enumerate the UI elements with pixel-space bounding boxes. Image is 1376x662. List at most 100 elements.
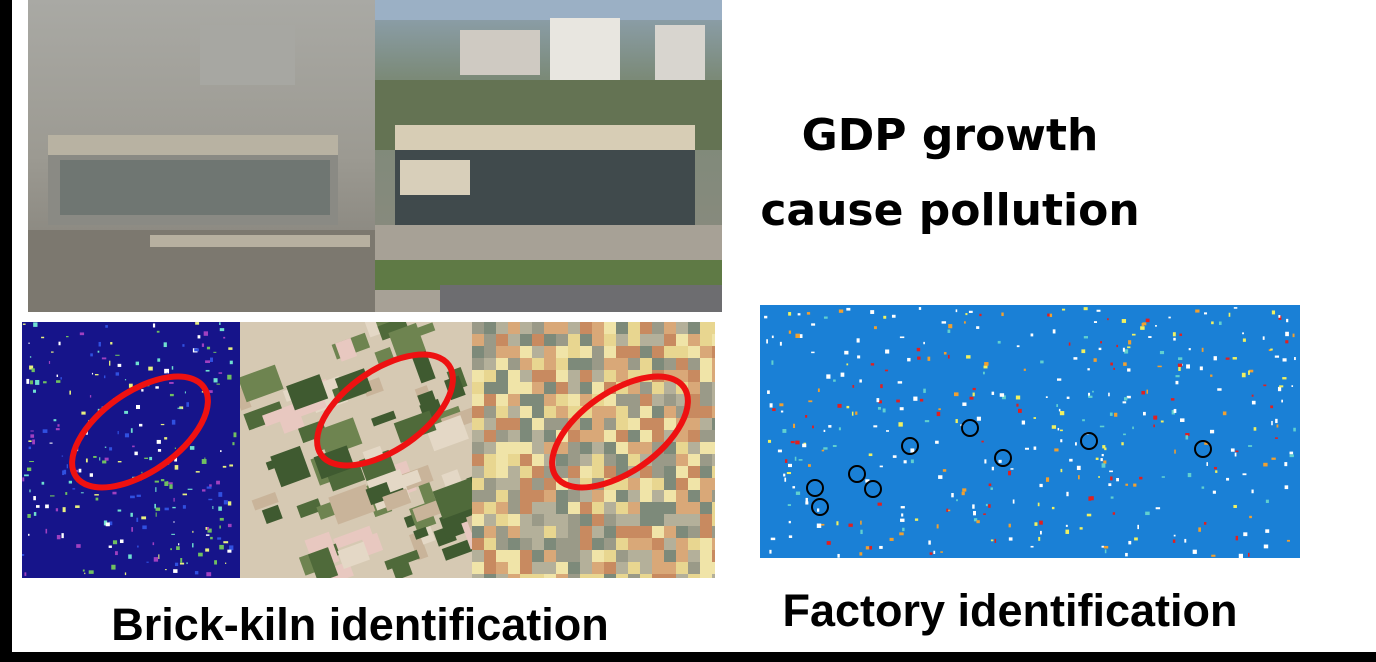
- texture: [556, 550, 568, 562]
- texture: [556, 502, 568, 514]
- texture: [1186, 435, 1189, 439]
- texture: [942, 321, 946, 323]
- texture: [1264, 545, 1268, 549]
- texture: [508, 442, 520, 454]
- texture: [1102, 463, 1106, 467]
- texture: [472, 526, 484, 538]
- texture: [496, 526, 508, 538]
- texture: [901, 506, 905, 508]
- texture: [920, 399, 923, 402]
- texture: [866, 546, 869, 549]
- texture: [76, 544, 80, 548]
- texture: [1075, 442, 1077, 445]
- texture: [116, 372, 119, 375]
- texture: [1243, 473, 1247, 475]
- texture: [1123, 348, 1125, 352]
- texture: [1278, 387, 1281, 391]
- texture: [1137, 525, 1139, 529]
- texture: [1109, 471, 1113, 473]
- texture: [90, 353, 93, 356]
- texture: [781, 411, 783, 413]
- texture: [80, 332, 84, 335]
- texture: [508, 526, 520, 538]
- texture: [1275, 356, 1279, 358]
- texture: [604, 490, 616, 502]
- texture: [664, 382, 676, 394]
- texture: [1206, 462, 1208, 466]
- texture: [984, 366, 988, 369]
- texture: [43, 381, 47, 383]
- texture: [1056, 404, 1058, 407]
- texture: [568, 454, 580, 466]
- texture: [1034, 522, 1037, 526]
- texture: [604, 406, 616, 418]
- texture: [520, 382, 532, 394]
- texture: [219, 322, 221, 325]
- texture: [628, 442, 640, 454]
- texture: [508, 550, 520, 562]
- texture: [1096, 458, 1099, 460]
- texture: [508, 430, 520, 442]
- texture: [592, 370, 604, 382]
- texture: [580, 382, 592, 394]
- texture: [1231, 448, 1235, 451]
- texture: [66, 336, 69, 337]
- texture: [496, 394, 508, 406]
- texture: [98, 351, 100, 353]
- texture: [592, 550, 604, 562]
- texture: [688, 502, 700, 514]
- texture: [90, 395, 91, 397]
- texture: [688, 466, 700, 478]
- texture: [700, 334, 712, 346]
- texture: [105, 458, 109, 461]
- texture: [81, 412, 85, 415]
- texture: [938, 408, 940, 410]
- texture: [56, 380, 60, 383]
- texture: [1132, 427, 1134, 430]
- texture: [472, 502, 484, 514]
- texture: [30, 380, 33, 384]
- texture: [811, 323, 815, 325]
- texture: [640, 334, 652, 346]
- texture: [472, 322, 484, 334]
- texture: [57, 375, 58, 377]
- texture: [1270, 405, 1273, 408]
- texture: [46, 529, 48, 534]
- texture: [878, 407, 881, 410]
- texture: [171, 534, 175, 535]
- texture: [1031, 546, 1034, 548]
- texture: [628, 346, 640, 358]
- texture: [1160, 351, 1164, 354]
- texture: [664, 514, 676, 526]
- texture: [844, 351, 848, 355]
- texture: [652, 334, 664, 346]
- texture: [811, 352, 814, 354]
- texture: [1184, 539, 1186, 543]
- texture: [484, 454, 496, 466]
- texture: [992, 392, 995, 395]
- texture: [532, 466, 544, 478]
- texture: [652, 406, 664, 418]
- texture: [170, 394, 174, 396]
- texture: [857, 338, 860, 342]
- texture: [1293, 428, 1296, 432]
- texture: [628, 430, 640, 442]
- texture: [157, 358, 160, 361]
- texture: [1263, 385, 1266, 387]
- texture: [520, 442, 532, 454]
- texture: [1059, 409, 1061, 412]
- texture: [142, 525, 146, 529]
- texture: [508, 514, 520, 526]
- texture: [833, 445, 837, 447]
- texture: [1236, 536, 1238, 540]
- texture: [1000, 393, 1004, 397]
- texture: [616, 442, 628, 454]
- texture: [852, 412, 854, 416]
- texture: [1046, 396, 1048, 398]
- texture: [880, 466, 883, 468]
- texture: [556, 406, 568, 418]
- texture: [35, 380, 39, 385]
- texture: [194, 348, 199, 351]
- texture: [472, 442, 484, 454]
- texture: [1066, 525, 1068, 527]
